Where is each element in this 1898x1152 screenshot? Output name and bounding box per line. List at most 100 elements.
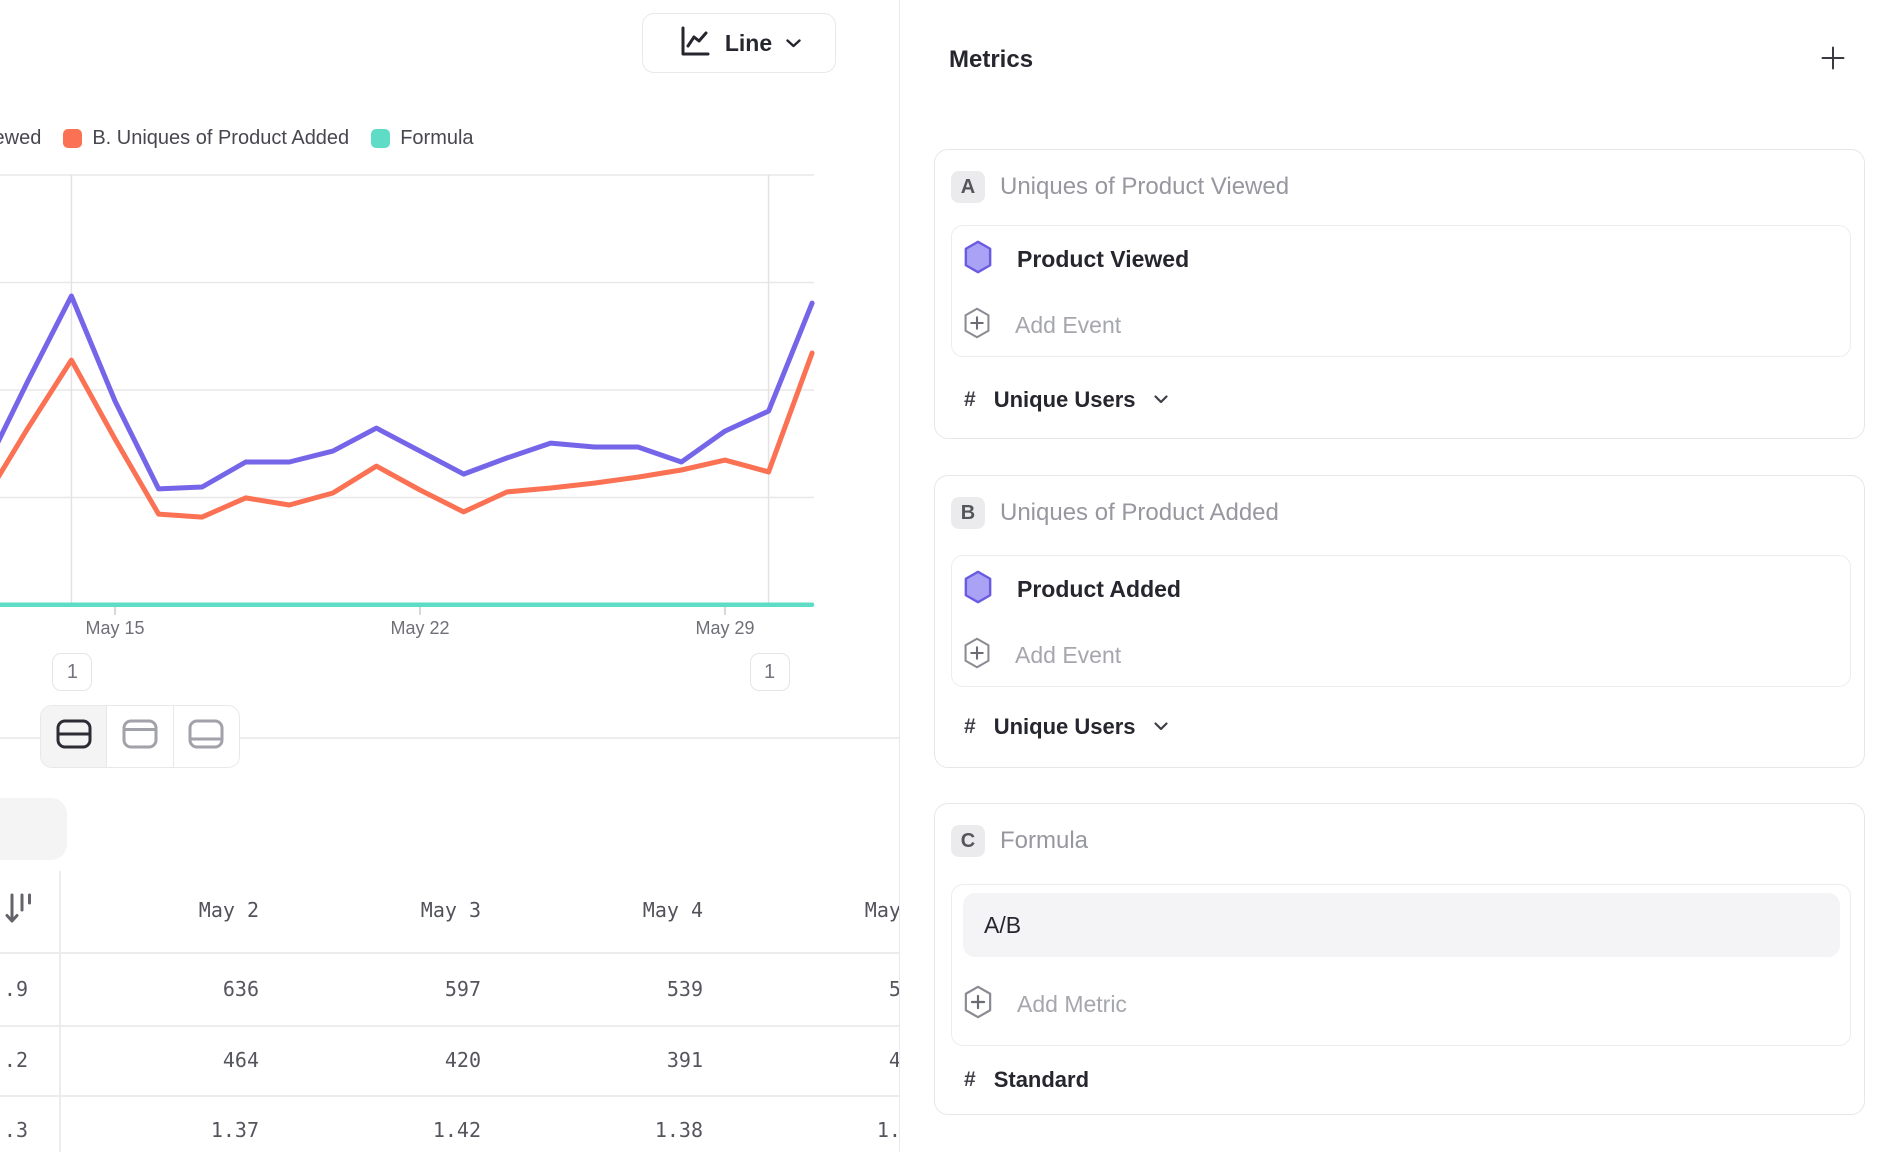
metric-title: Uniques of Product Added (1000, 499, 1279, 526)
x-axis-tick-label: May 22 (390, 618, 450, 638)
add-event-hexagon-plus-icon (963, 637, 991, 674)
measure-selector[interactable]: # Unique Users (964, 714, 1168, 740)
add-event-label: Add Event (1015, 311, 1122, 338)
hash-icon: # (964, 388, 976, 411)
metrics-panel-title: Metrics (949, 46, 1034, 73)
frozen-cell: .9 (3, 977, 28, 1001)
frozen-column-divider (59, 871, 61, 1152)
add-event-hexagon-plus-icon (963, 307, 991, 344)
section-divider (0, 737, 899, 739)
formula-group: A/B Add Metric (951, 884, 1851, 1046)
table-cell: 1.37 (210, 1118, 259, 1142)
add-event-button[interactable]: Add Event (963, 637, 1121, 673)
split-view-icon (55, 718, 93, 755)
legend-label-a: A. Uniques of Product Viewed (0, 127, 42, 149)
toggle-table-only-view[interactable] (172, 706, 239, 767)
frozen-cell: .2 (3, 1048, 28, 1072)
chevron-down-icon (1153, 718, 1168, 736)
chart-type-dropdown[interactable]: Line (642, 13, 836, 73)
add-metric-hexagon-plus-icon (963, 985, 993, 1024)
column-header[interactable]: May 4 (642, 898, 703, 922)
annotation-badge[interactable]: 1 (749, 653, 790, 691)
legend-swatch-b (63, 129, 83, 148)
metric-card-header: B Uniques of Product Added (951, 497, 1279, 529)
line-chart[interactable] (0, 160, 899, 630)
line-chart-icon (677, 25, 711, 62)
table-cell: 420 (444, 1048, 481, 1072)
legend-label-b: B. Uniques of Product Added (92, 127, 350, 149)
results-table: May 2 May 3 May 4 May 5 .9 636 597 539 5… (0, 860, 899, 1152)
chevron-down-icon (786, 36, 801, 51)
column-header[interactable]: May 3 (420, 898, 481, 922)
sort-descending-icon[interactable] (0, 891, 32, 931)
formula-value: A/B (984, 911, 1022, 938)
table-header-row: May 2 May 3 May 4 May 5 (37, 897, 899, 923)
add-metric-label: Add Metric (1017, 990, 1127, 1017)
chart-type-label: Line (724, 29, 773, 56)
plus-icon (1820, 45, 1846, 76)
column-header[interactable]: May 5 (864, 898, 899, 922)
table-row[interactable]: 1.37 1.42 1.38 1.26 (37, 1117, 899, 1143)
add-metric-panel-button[interactable] (1819, 46, 1847, 74)
view-layout-toggle (40, 705, 240, 768)
x-axis-tick-label: May 15 (85, 618, 145, 638)
metric-card-header: C Formula (951, 825, 1088, 857)
legend-item-a[interactable]: A. Uniques of Product Viewed (0, 127, 41, 150)
table-cell: 539 (666, 977, 703, 1001)
metrics-panel: Metrics A Uniques of Product Viewed (899, 0, 1898, 1152)
metric-title: Formula (1000, 827, 1089, 854)
metric-badge: A (951, 171, 985, 203)
metric-card-b: B Uniques of Product Added Product Added (934, 475, 1865, 768)
metric-card-c: C Formula A/B Add Metric (934, 803, 1865, 1115)
measure-label: Unique Users (993, 387, 1136, 412)
measure-selector[interactable]: # Standard (964, 1067, 1089, 1093)
frozen-cell: .3 (3, 1118, 28, 1142)
table-view-icon (187, 718, 225, 755)
legend-label-c: Formula (400, 127, 474, 149)
row-divider (0, 1025, 899, 1027)
legend-item-c[interactable]: Formula (371, 127, 474, 150)
event-row-product-added[interactable]: Product Added (963, 570, 1181, 609)
hash-icon: # (964, 715, 976, 738)
metric-badge: C (951, 825, 985, 857)
legend-swatch-c (371, 129, 391, 148)
chart-view-icon (121, 718, 159, 755)
event-group: Product Viewed Add Event (951, 225, 1851, 357)
measure-label: Unique Users (993, 714, 1136, 739)
event-hexagon-icon (963, 570, 993, 609)
measure-selector[interactable]: # Unique Users (964, 387, 1168, 413)
event-row-product-viewed[interactable]: Product Viewed (963, 240, 1190, 279)
table-row[interactable]: 636 597 539 591 (37, 976, 899, 1002)
table-cell: 591 (888, 977, 899, 1001)
chevron-down-icon (1153, 391, 1168, 409)
add-event-button[interactable]: Add Event (963, 307, 1121, 343)
table-cell: 1.42 (432, 1118, 481, 1142)
formula-input[interactable]: A/B (963, 893, 1840, 957)
table-row[interactable]: 464 420 391 468 (37, 1047, 899, 1073)
add-metric-button[interactable]: Add Metric (963, 985, 1127, 1023)
table-cell: 464 (222, 1048, 259, 1072)
table-cell: 1.38 (654, 1118, 703, 1142)
event-name: Product Viewed (1017, 245, 1190, 272)
add-event-label: Add Event (1015, 641, 1122, 668)
table-cell: 391 (666, 1048, 703, 1072)
metric-badge: B (951, 497, 985, 529)
table-cell: 1.26 (876, 1118, 899, 1142)
toggle-split-view[interactable] (41, 706, 107, 767)
toggle-chart-only-view[interactable] (106, 706, 173, 767)
event-hexagon-icon (963, 240, 993, 279)
table-cell: 597 (444, 977, 481, 1001)
metric-card-a: A Uniques of Product Viewed Product View… (934, 149, 1865, 439)
metric-title: Uniques of Product Viewed (1000, 173, 1290, 200)
table-metric-chip[interactable] (0, 798, 67, 860)
x-axis-tick-label: May 29 (695, 618, 755, 638)
legend-item-b[interactable]: B. Uniques of Product Added (63, 127, 349, 150)
annotation-badge[interactable]: 1 (52, 653, 93, 691)
event-name: Product Added (1017, 575, 1181, 602)
metric-card-header: A Uniques of Product Viewed (951, 171, 1289, 203)
event-group: Product Added Add Event (951, 555, 1851, 687)
row-divider (0, 952, 899, 954)
column-header[interactable]: May 2 (198, 898, 259, 922)
table-cell: 636 (222, 977, 259, 1001)
